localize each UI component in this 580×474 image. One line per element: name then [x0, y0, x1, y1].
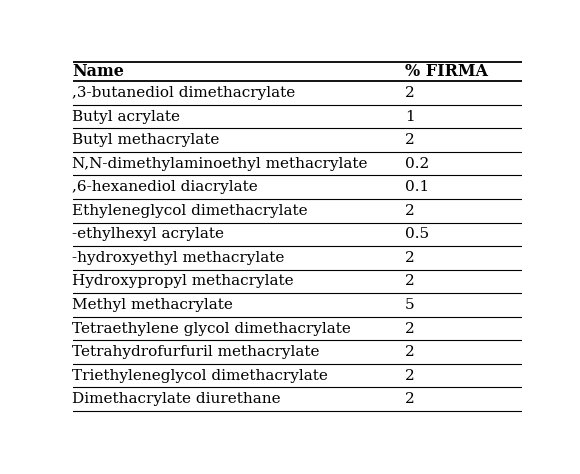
- Text: 2: 2: [405, 369, 415, 383]
- Text: % FIRMA: % FIRMA: [405, 64, 488, 81]
- Text: 2: 2: [405, 251, 415, 265]
- Text: 2: 2: [405, 321, 415, 336]
- Text: 2: 2: [405, 345, 415, 359]
- Text: -ethylhexyl acrylate: -ethylhexyl acrylate: [72, 228, 224, 241]
- Text: ,6-hexanediol diacrylate: ,6-hexanediol diacrylate: [72, 180, 258, 194]
- Text: N,N-dimethylaminoethyl methacrylate: N,N-dimethylaminoethyl methacrylate: [72, 157, 368, 171]
- Text: Hydroxypropyl methacrylate: Hydroxypropyl methacrylate: [72, 274, 294, 289]
- Text: Name: Name: [72, 64, 124, 81]
- Text: 5: 5: [405, 298, 415, 312]
- Text: 2: 2: [405, 133, 415, 147]
- Text: Ethyleneglycol dimethacrylate: Ethyleneglycol dimethacrylate: [72, 204, 308, 218]
- Text: 0.2: 0.2: [405, 157, 429, 171]
- Text: 2: 2: [405, 86, 415, 100]
- Text: ,3-butanediol dimethacrylate: ,3-butanediol dimethacrylate: [72, 86, 296, 100]
- Text: Triethyleneglycol dimethacrylate: Triethyleneglycol dimethacrylate: [72, 369, 328, 383]
- Text: 2: 2: [405, 392, 415, 406]
- Text: Dimethacrylate diurethane: Dimethacrylate diurethane: [72, 392, 281, 406]
- Text: 0.5: 0.5: [405, 228, 429, 241]
- Text: 2: 2: [405, 204, 415, 218]
- Text: Butyl methacrylate: Butyl methacrylate: [72, 133, 220, 147]
- Text: 2: 2: [405, 274, 415, 289]
- Text: Tetrahydrofurfuril methacrylate: Tetrahydrofurfuril methacrylate: [72, 345, 320, 359]
- Text: Methyl methacrylate: Methyl methacrylate: [72, 298, 233, 312]
- Text: Tetraethylene glycol dimethacrylate: Tetraethylene glycol dimethacrylate: [72, 321, 351, 336]
- Text: -hydroxyethyl methacrylate: -hydroxyethyl methacrylate: [72, 251, 285, 265]
- Text: Butyl acrylate: Butyl acrylate: [72, 109, 180, 124]
- Text: 0.1: 0.1: [405, 180, 429, 194]
- Text: 1: 1: [405, 109, 415, 124]
